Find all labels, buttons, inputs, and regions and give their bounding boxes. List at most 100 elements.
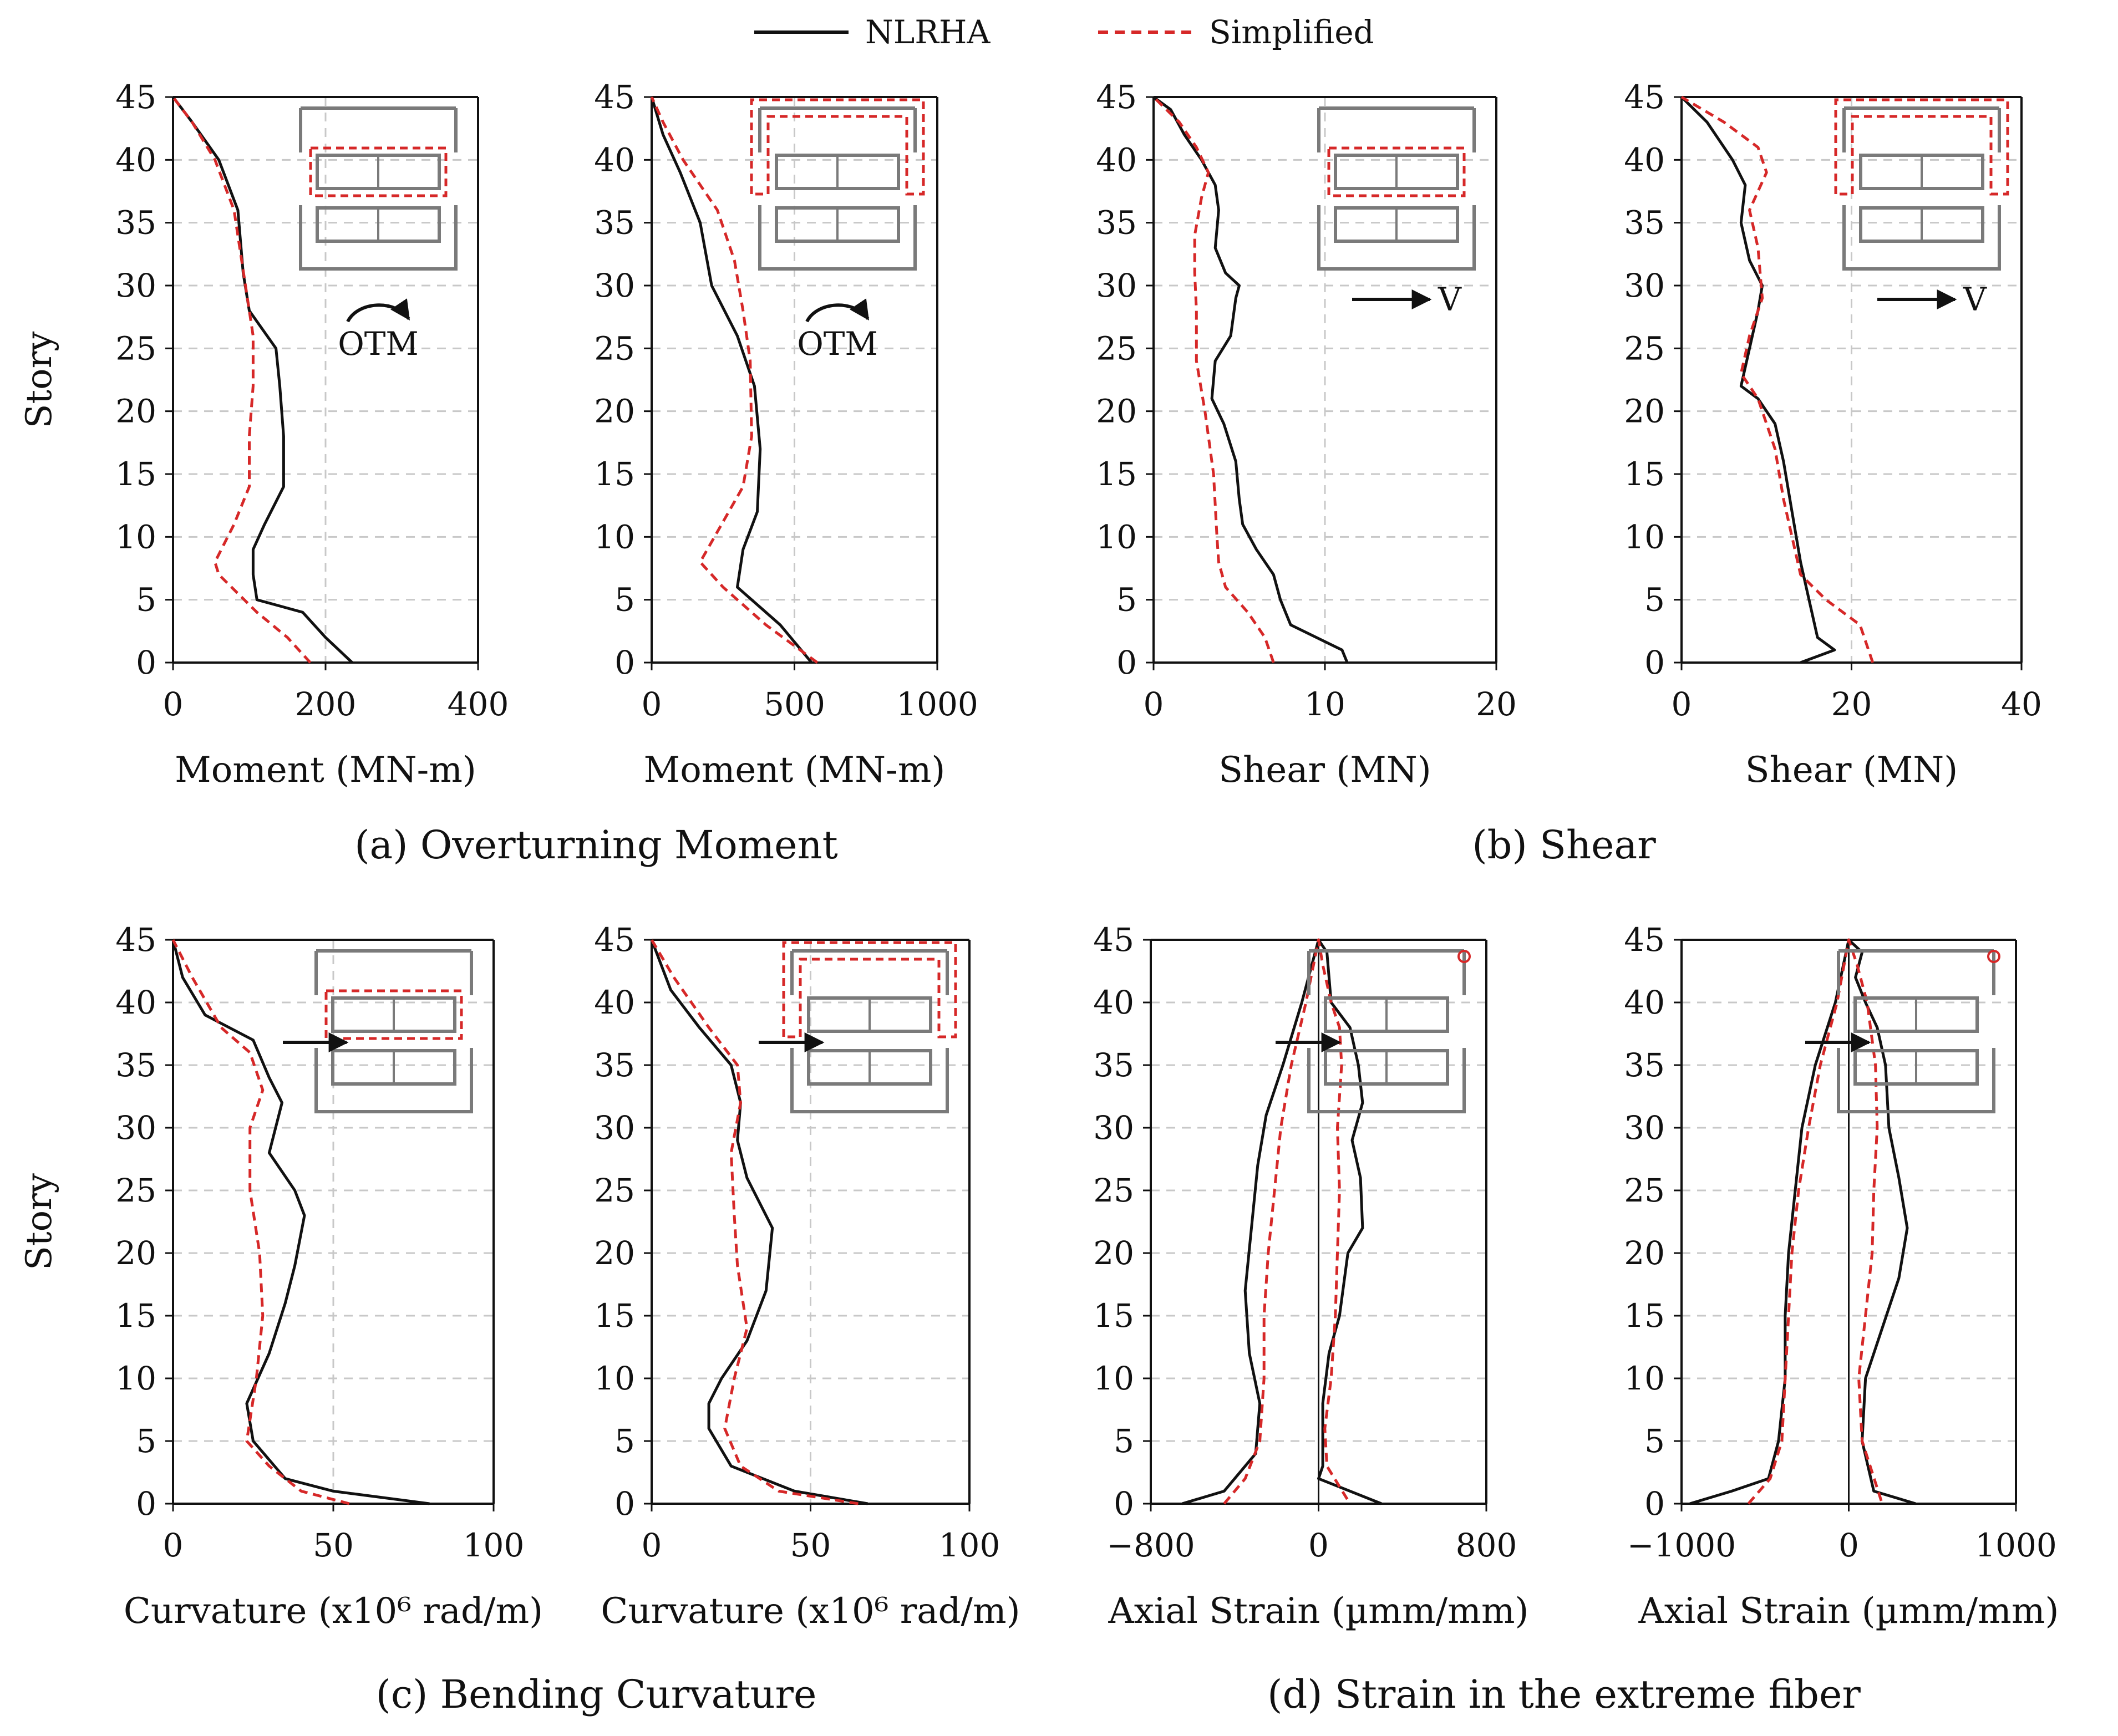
y-tick-label: 40 [1093,984,1134,1021]
y-tick-label: 0 [614,1485,635,1523]
y-tick-label: 20 [1624,393,1665,430]
chart-panel-curvature-inner-core: 0 5 10 15 20 25 30 35 40 45 0 50 100 Curvature (x10⁶ … [19,921,543,1632]
x-tick-label: 500 [764,685,825,723]
y-tick-label: 40 [115,984,156,1021]
highlight-inner-core [1327,146,1466,197]
x-tick-label: 20 [1831,685,1872,723]
y-tick-label: 35 [115,1046,156,1084]
highlight-inner-core [309,146,448,197]
y-tick-label: 15 [594,1297,635,1335]
x-tick-label: 1000 [896,685,978,723]
y-tick-label: 45 [1096,78,1137,116]
legend-label-simplified: Simplified [1209,13,1374,51]
caption-a: (a) Overturning Moment [354,822,838,868]
core-wall-top [299,106,458,152]
core-wall-bottom [1317,205,1476,271]
core-wall-top [790,949,949,995]
series-line-nlrha [1689,938,1916,1505]
y-tick-label: 25 [115,1172,156,1209]
y-tick-label: 5 [136,581,156,619]
caption-c: (c) Bending Curvature [376,1672,817,1717]
x-tick-label: 10 [1304,685,1345,723]
y-tick-label: 0 [136,1485,156,1523]
x-tick-label: 100 [463,1526,525,1564]
y-tick-label: 30 [1624,1109,1665,1147]
y-tick-label: 15 [115,455,156,493]
y-tick-label: 40 [1096,141,1137,179]
x-axis-title: Moment (MN-m) [644,750,946,791]
y-tick-label: 15 [1096,455,1137,493]
series-line-simplified [650,96,819,664]
y-tick-label: 20 [594,393,635,430]
y-tick-label: 20 [115,393,156,430]
x-tick-label: 0 [642,685,662,723]
y-tick-label: 15 [115,1297,156,1335]
x-axis-title: Shear (MN) [1745,750,1958,791]
y-tick-label: 45 [594,921,635,959]
series-line-nlrha [650,939,868,1505]
extreme-fiber-marker-icon [1987,950,2000,963]
otm-label: OTM [797,325,878,363]
series-line-nlrha [172,96,353,664]
y-tick-label: 5 [1644,581,1665,619]
series-line-nlrha [171,939,430,1505]
y-tick-label: 5 [1644,1422,1665,1460]
x-axis-title: Curvature (x10⁶ rad/m) [124,1591,543,1632]
x-axis-title: Curvature (x10⁶ rad/m) [601,1591,1020,1632]
x-axis-title: Moment (MN-m) [175,750,476,791]
series-line-nlrha [1152,95,1349,663]
y-tick-label: 45 [115,78,156,116]
x-tick-label: 50 [790,1526,831,1564]
y-tick-label: 5 [136,1422,156,1460]
x-tick-label: 0 [163,685,184,723]
x-axis-title: Shear (MN) [1218,750,1431,791]
core-wall-inset-a1: OTM [299,106,458,363]
highlight-outer-core [1834,98,2009,196]
y-tick-label: 30 [594,1109,635,1147]
core-wall-top [314,949,473,995]
y-tick-label: 45 [1093,921,1134,959]
x-tick-label: −1000 [1627,1526,1736,1564]
y-axis-title: Story [19,332,60,429]
y-tick-label: 10 [594,518,635,556]
y-tick-label: 35 [1624,1046,1665,1084]
y-tick-label: 0 [1114,1485,1134,1523]
y-tick-label: 10 [115,518,156,556]
core-wall-top [1842,106,2001,152]
series-line-simplified [1680,95,1875,663]
core-wall-top [1317,106,1476,152]
y-tick-label: 25 [1624,1172,1665,1209]
x-tick-label: −800 [1106,1526,1195,1564]
extreme-fiber-marker-icon [1457,950,1471,963]
y-tick-label: 10 [1624,1360,1665,1397]
y-tick-label: 15 [594,455,635,493]
y-tick-label: 30 [115,267,156,304]
x-tick-label: 400 [448,685,509,723]
x-tick-label: 0 [1144,685,1164,723]
y-tick-label: 5 [1114,1422,1134,1460]
x-tick-label: 800 [1456,1526,1517,1564]
y-tick-label: 25 [594,1172,635,1209]
y-tick-label: 0 [1116,644,1137,681]
y-tick-label: 35 [115,204,156,242]
core-wall-top [1307,949,1466,995]
y-tick-label: 15 [1624,1297,1665,1335]
y-tick-label: 5 [1116,581,1137,619]
y-tick-label: 10 [115,1360,156,1397]
x-axis-title: Axial Strain (µmm/mm) [1638,1591,2059,1632]
y-tick-label: 25 [115,329,156,367]
x-axis-title: Axial Strain (µmm/mm) [1108,1591,1529,1632]
core-wall-bottom [1842,205,2001,271]
y-tick-label: 10 [1096,518,1137,556]
y-tick-label: 40 [1624,141,1665,179]
series-line-simplified [1747,938,1884,1505]
moment-arrow-icon [805,298,870,323]
series-line-nlrha [1181,938,1382,1505]
y-tick-label: 35 [1096,204,1137,242]
core-wall-inset-b1: V [1317,106,1476,318]
y-tick-label: 45 [115,921,156,959]
x-tick-label: 100 [939,1526,1000,1564]
y-tick-label: 20 [1624,1234,1665,1272]
chart-panel-moment-outer-core: 0 5 10 15 20 25 30 35 40 45 0 500 1000 Moment (MN-m) O… [594,78,978,791]
